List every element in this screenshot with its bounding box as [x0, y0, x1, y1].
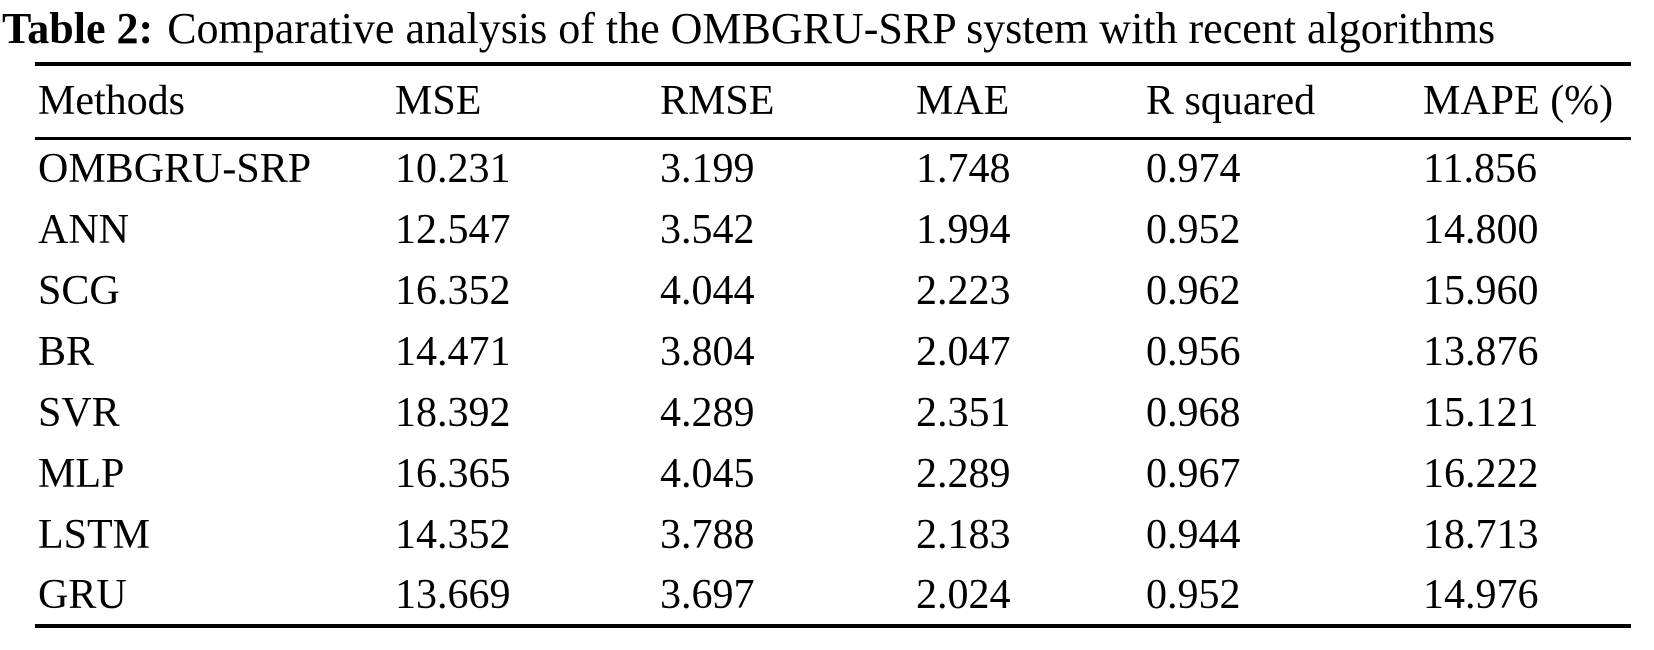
value-cell: 0.968 [1146, 389, 1241, 436]
value-cell: 0.952 [1146, 206, 1241, 253]
column-header-rmse: RMSE [660, 78, 775, 125]
value-cell: 3.804 [660, 328, 755, 375]
table-row: LSTM 14.352 3.788 2.183 0.944 18.713 [35, 504, 1631, 565]
column-header-r-squared: R squared [1146, 78, 1316, 125]
table-row: GRU 13.669 3.697 2.024 0.952 14.976 [35, 565, 1631, 626]
method-cell: LSTM [38, 511, 151, 558]
value-cell: 14.800 [1423, 206, 1539, 253]
value-cell: 3.199 [660, 146, 755, 193]
value-cell: 0.974 [1146, 146, 1241, 193]
table-row: SCG 16.352 4.044 2.223 0.962 15.960 [35, 260, 1631, 321]
table-caption: Table 2: Comparative analysis of the OMBG… [2, 0, 1654, 58]
value-cell: 14.976 [1423, 571, 1539, 618]
value-cell: 0.952 [1146, 571, 1241, 618]
value-cell: 18.713 [1423, 511, 1539, 558]
table-row: BR 14.471 3.804 2.047 0.956 13.876 [35, 321, 1631, 382]
comparative-analysis-table: Methods MSE RMSE MAE R squared MAPE (%) … [35, 62, 1631, 628]
value-cell: 14.471 [395, 328, 511, 375]
value-cell: 16.222 [1423, 450, 1539, 497]
method-cell: OMBGRU-SRP [38, 146, 312, 193]
value-cell: 3.697 [660, 571, 755, 618]
value-cell: 2.223 [916, 267, 1011, 314]
value-cell: 2.047 [916, 328, 1011, 375]
method-cell: BR [38, 328, 95, 375]
value-cell: 3.542 [660, 206, 755, 253]
value-cell: 1.994 [916, 206, 1011, 253]
value-cell: 3.788 [660, 511, 755, 558]
value-cell: 0.944 [1146, 511, 1241, 558]
table-body: OMBGRU-SRP 10.231 3.199 1.748 0.974 11.856 ANN… [35, 138, 1631, 626]
value-cell: 0.956 [1146, 328, 1241, 375]
column-header-mape: MAPE (%) [1423, 78, 1614, 125]
column-header-methods: Methods [38, 78, 185, 125]
table-row: ANN 12.547 3.542 1.994 0.952 14.800 [35, 199, 1631, 260]
value-cell: 10.231 [395, 146, 511, 193]
value-cell: 2.289 [916, 450, 1011, 497]
column-header-mse: MSE [395, 78, 482, 125]
value-cell: 11.856 [1423, 146, 1537, 193]
table-caption-text: Comparative analysis of the OMBGRU-SRP s… [167, 4, 1496, 53]
value-cell: 1.748 [916, 146, 1011, 193]
value-cell: 2.024 [916, 571, 1011, 618]
table-caption-label: Table 2: [2, 4, 154, 53]
value-cell: 16.365 [395, 450, 511, 497]
method-cell: ANN [38, 206, 129, 253]
value-cell: 2.351 [916, 389, 1011, 436]
value-cell: 12.547 [395, 206, 511, 253]
table-row: MLP 16.365 4.045 2.289 0.967 16.222 [35, 443, 1631, 504]
value-cell: 16.352 [395, 267, 511, 314]
value-cell: 4.045 [660, 450, 755, 497]
method-cell: MLP [38, 450, 125, 497]
value-cell: 13.669 [395, 571, 511, 618]
table-row: OMBGRU-SRP 10.231 3.199 1.748 0.974 11.856 [35, 138, 1631, 199]
table-row: SVR 18.392 4.289 2.351 0.968 15.121 [35, 382, 1631, 443]
value-cell: 0.962 [1146, 267, 1241, 314]
value-cell: 13.876 [1423, 328, 1539, 375]
value-cell: 2.183 [916, 511, 1011, 558]
value-cell: 15.121 [1423, 389, 1539, 436]
table-header-row: Methods MSE RMSE MAE R squared MAPE (%) [35, 64, 1631, 138]
value-cell: 4.289 [660, 389, 755, 436]
value-cell: 18.392 [395, 389, 511, 436]
value-cell: 15.960 [1423, 267, 1539, 314]
method-cell: GRU [38, 571, 127, 618]
method-cell: SVR [38, 389, 120, 436]
column-header-mae: MAE [916, 78, 1010, 125]
method-cell: SCG [38, 267, 120, 314]
value-cell: 14.352 [395, 511, 511, 558]
value-cell: 4.044 [660, 267, 755, 314]
value-cell: 0.967 [1146, 450, 1241, 497]
